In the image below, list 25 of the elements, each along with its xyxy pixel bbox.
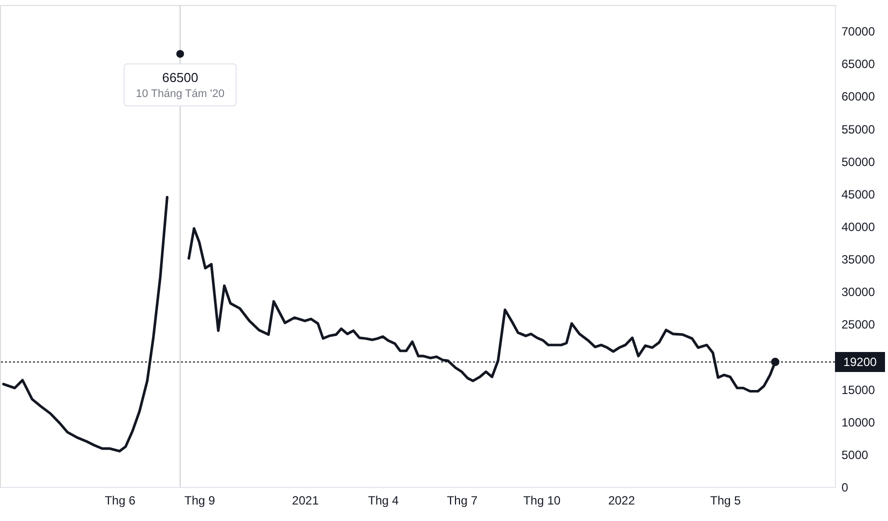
y-tick-label: 50000 bbox=[842, 154, 876, 169]
x-tick-label: Thg 6 bbox=[104, 494, 136, 508]
x-tick-label: Thg 4 bbox=[368, 494, 400, 508]
y-tick-label: 40000 bbox=[842, 220, 876, 234]
x-tick-label: 2021 bbox=[292, 494, 320, 508]
y-tick-label: 25000 bbox=[842, 318, 876, 332]
y-tick-label: 5000 bbox=[842, 448, 869, 462]
x-tick-label: 2022 bbox=[608, 494, 636, 508]
y-tick-label: 30000 bbox=[842, 285, 876, 300]
ref-line-label: 19200 bbox=[843, 354, 878, 369]
annotation: 66500 bbox=[162, 70, 198, 85]
y-tick-label: 65000 bbox=[842, 57, 876, 72]
y-tick-label: 45000 bbox=[842, 187, 876, 202]
y-tick-label: 10000 bbox=[842, 415, 876, 430]
x-tick-label: Thg 5 bbox=[710, 494, 742, 508]
y-tick-label: 35000 bbox=[842, 252, 876, 267]
x-tick-label: Thg 7 bbox=[446, 494, 478, 508]
y-tick-label: 0 bbox=[842, 480, 848, 494]
x-tick-label: Thg 9 bbox=[184, 494, 216, 508]
y-tick-label: 15000 bbox=[842, 382, 876, 397]
y-tick-label: 70000 bbox=[842, 24, 876, 39]
x-tick-label: Thg 10 bbox=[523, 494, 561, 508]
y-tick-label: 60000 bbox=[842, 90, 876, 104]
annotation: 10 Tháng Tám '20 bbox=[136, 88, 224, 100]
y-tick-label: 55000 bbox=[842, 122, 876, 136]
